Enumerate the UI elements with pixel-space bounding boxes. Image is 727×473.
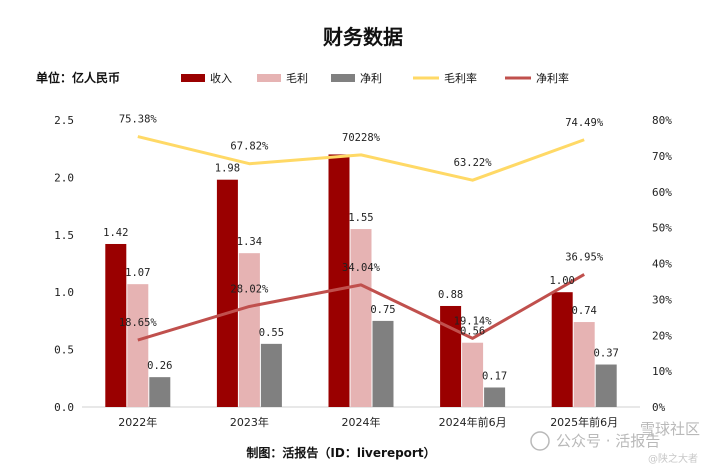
watermark-line2: 雪球社区	[640, 420, 700, 438]
bar-value-label: 0.26	[147, 360, 172, 372]
line-value-label: 75.38%	[119, 114, 158, 126]
unit-label: 单位：亿人民币	[36, 70, 120, 85]
legend-swatch	[181, 74, 205, 82]
bars	[105, 154, 617, 407]
bar-net-profit	[484, 387, 506, 407]
net-margin-line	[137, 273, 585, 342]
bar-value-label: 1.42	[103, 227, 128, 239]
line-value-label: 74.49%	[565, 117, 604, 129]
legend-label: 毛利率	[444, 71, 477, 85]
line-value-label: 18.65%	[119, 317, 158, 329]
bar-net-profit	[260, 343, 282, 407]
bar-value-label: 1.00	[550, 275, 575, 287]
x-category-label: 2024年	[342, 415, 381, 429]
y-right-tick-label: 0%	[652, 401, 666, 414]
bar-net-profit	[595, 364, 617, 407]
watermark: 公众号 · 活报告 雪球社区 @陕之大者	[530, 420, 700, 465]
bar-revenue	[216, 179, 238, 407]
bar-value-label: 0.74	[572, 305, 597, 317]
bar-value-label: 1.07	[125, 267, 150, 279]
bar-gross-profit	[127, 284, 149, 407]
bar-value-label: 0.55	[259, 327, 284, 339]
bar-revenue	[328, 154, 350, 407]
chart-title: 财务数据	[323, 25, 403, 49]
bar-value-label: 0.56	[460, 326, 485, 338]
bar-gross-profit	[573, 322, 595, 407]
y-right-tick-label: 80%	[652, 114, 672, 127]
y-right-tick-label: 30%	[652, 293, 672, 306]
x-category-label: 2024年前6月	[439, 415, 507, 429]
watermark-line1: 公众号 · 活报告	[556, 432, 660, 450]
line-value-label: 19.14%	[454, 315, 493, 327]
bar-value-label: 1.98	[215, 163, 240, 175]
line-value-label: 67.82%	[230, 141, 269, 153]
watermark-line3: @陕之大者	[648, 452, 698, 465]
y-right-tick-label: 40%	[652, 258, 672, 271]
wechat-icon	[530, 431, 550, 451]
gross-margin-line	[137, 135, 585, 182]
bar-revenue	[551, 292, 573, 407]
y-right-tick-label: 60%	[652, 186, 672, 199]
bar-gross-profit	[238, 253, 260, 407]
y-left-tick-label: 1.0	[54, 286, 74, 299]
y-left-tick-label: 2.0	[54, 171, 74, 184]
source-note: 制图：活报告（ID：livereport）	[246, 445, 435, 460]
bar-net-profit	[372, 320, 394, 407]
x-category-label: 2022年	[118, 415, 157, 429]
bar-value-label: 1.34	[237, 236, 262, 248]
bar-net-profit	[149, 377, 171, 407]
bar-revenue	[105, 243, 127, 407]
legend: 收入 毛利 净利 毛利率 净利率	[181, 71, 569, 85]
bar-value-label: 0.37	[594, 348, 619, 360]
x-category-label: 2025年前6月	[550, 415, 618, 429]
legend-label: 净利率	[536, 71, 569, 85]
y-left-tick-label: 0.5	[54, 344, 74, 357]
axes: 0.0 0.5 1.0 1.5 2.0 2.5 0% 10% 20% 30% 40% 50% 60% 70…	[54, 114, 672, 429]
line-value-label: 70228%	[342, 132, 381, 144]
lines	[137, 135, 585, 342]
line-value-label: 63.22%	[454, 157, 493, 169]
line-value-label: 28.02%	[230, 283, 269, 295]
legend-swatch	[331, 74, 355, 82]
y-right-tick-label: 10%	[652, 365, 672, 378]
bar-value-label: 0.75	[370, 304, 395, 316]
legend-swatch	[257, 74, 281, 82]
bar-value-label: 1.55	[348, 212, 373, 224]
y-right-tick-label: 70%	[652, 150, 672, 163]
bar-gross-profit	[462, 342, 484, 407]
y-right-tick-label: 20%	[652, 329, 672, 342]
line-value-label: 34.04%	[342, 262, 381, 274]
legend-label: 毛利	[286, 72, 308, 85]
bar-value-label: 0.17	[482, 370, 507, 382]
bar-gross-profit	[350, 229, 372, 407]
y-left-tick-label: 2.5	[54, 114, 74, 127]
bar-value-label: 0.88	[438, 289, 463, 301]
y-left-tick-label: 1.5	[54, 229, 74, 242]
y-right-tick-label: 50%	[652, 222, 672, 235]
line-value-label: 36.95%	[565, 251, 604, 263]
legend-label: 收入	[210, 71, 232, 85]
legend-label: 净利	[360, 71, 382, 85]
x-category-label: 2023年	[230, 415, 269, 429]
data-labels: 1.42 1.98 0.88 1.00 1.07 1.34 1.55 0.56 0.74 0.26…	[103, 114, 619, 383]
y-left-tick-label: 0.0	[54, 401, 74, 414]
